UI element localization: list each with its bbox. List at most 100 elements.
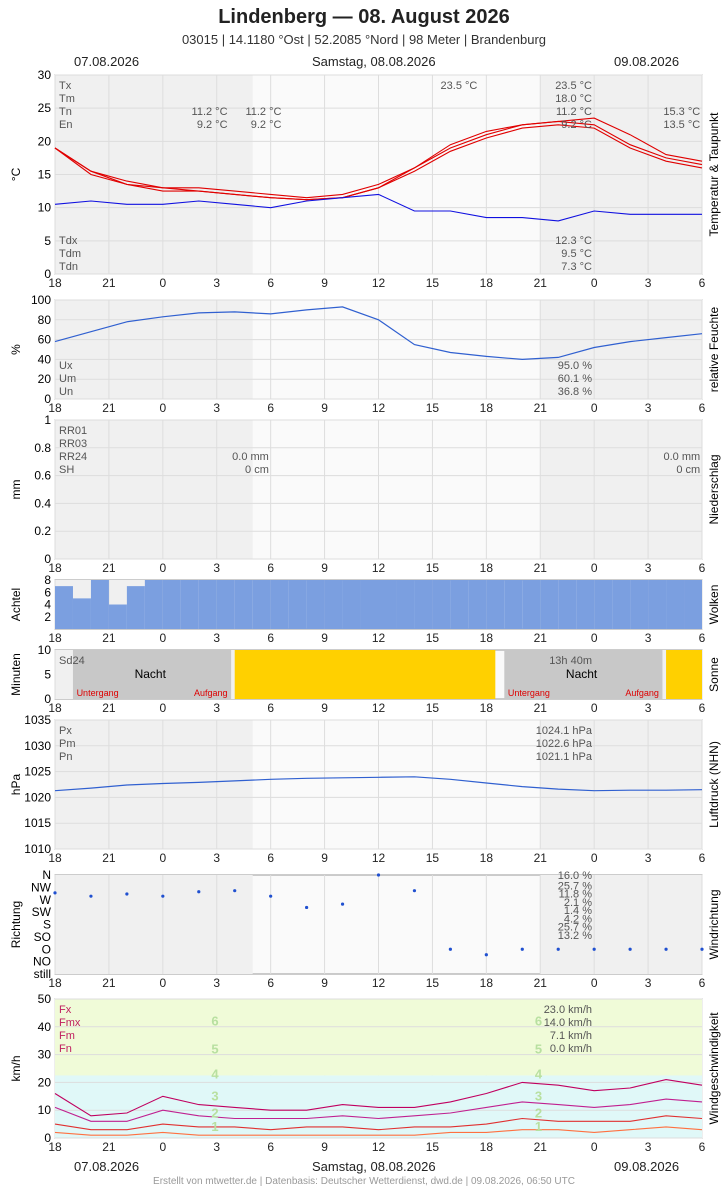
x-tick-label: 9 xyxy=(321,851,328,865)
press-legend-label: Pn xyxy=(59,751,72,763)
cloud-bar xyxy=(576,580,595,629)
date-right: 09.08.2026 xyxy=(614,54,680,69)
y-axis-label: Richtung xyxy=(9,901,23,948)
x-tick-label: 0 xyxy=(159,561,166,575)
x-tick-label: 12 xyxy=(372,401,386,415)
x-tick-label: 15 xyxy=(426,631,440,645)
x-tick-label: 12 xyxy=(372,276,386,290)
side-label: Temperatur & Taupunkt xyxy=(707,112,721,237)
dir-share: 4.2 % xyxy=(564,913,592,925)
y-tick-label: 10 xyxy=(38,1103,52,1117)
x-tick-label: 3 xyxy=(645,851,652,865)
cloud-bar xyxy=(414,580,433,629)
x-tick-label: 0 xyxy=(159,631,166,645)
y-axis-label: °C xyxy=(9,167,23,181)
cloud-bar xyxy=(180,580,199,629)
y-tick-label: 40 xyxy=(38,1020,52,1034)
x-tick-label: 3 xyxy=(213,976,220,990)
press-legend-value: 1021.1 hPa xyxy=(536,751,593,763)
night-shade-2-0 xyxy=(55,420,253,559)
dir-tick-label: S xyxy=(43,918,51,932)
sun-event-label: Untergang xyxy=(508,688,550,698)
cloud-bar xyxy=(648,580,667,629)
dir-tick-label: still xyxy=(34,967,51,981)
x-tick-label: 18 xyxy=(48,976,62,990)
y-tick-label: 1010 xyxy=(24,842,51,856)
bft-label: 6 xyxy=(535,1014,542,1029)
y-axis-label: mm xyxy=(9,480,23,500)
cloud-bar xyxy=(594,580,613,629)
wind-legend-value: 7.1 km/h xyxy=(550,1030,592,1042)
side-label: Windrichtung xyxy=(707,889,721,959)
x-tick-label: 21 xyxy=(102,701,116,715)
dew-legend-label: Tdn xyxy=(59,261,78,273)
bft-label: 2 xyxy=(535,1105,542,1120)
y-tick-label: 20 xyxy=(38,372,52,386)
x-tick-label: 18 xyxy=(480,851,494,865)
x-tick-label: 12 xyxy=(372,631,386,645)
x-tick-label: 21 xyxy=(534,851,548,865)
x-tick-label: 6 xyxy=(267,561,274,575)
cloud-bar xyxy=(216,580,235,629)
night-shade-1-1 xyxy=(540,300,702,399)
x-tick-label: 12 xyxy=(372,1140,386,1154)
precip-legend-label: RR01 xyxy=(59,425,87,437)
dew-legend-value: 12.3 °C xyxy=(555,235,592,247)
bft-label: 4 xyxy=(211,1066,219,1081)
bft-label: 1 xyxy=(211,1119,218,1134)
x-tick-label: 3 xyxy=(645,701,652,715)
dir-point xyxy=(89,894,93,898)
x-tick-label: 3 xyxy=(213,631,220,645)
bft-label: 5 xyxy=(535,1041,542,1056)
y-tick-label: 0.4 xyxy=(34,496,51,510)
cloud-bar xyxy=(72,598,91,629)
side-label: Niederschlag xyxy=(707,454,721,524)
sun-legend-label: Sd24 xyxy=(59,655,85,667)
dir-tick-label: NW xyxy=(31,880,52,894)
temp-legend-label: En xyxy=(59,119,72,131)
dir-share: 2.1 % xyxy=(564,897,592,909)
temp-legend-value: 23.5 °C xyxy=(555,80,592,92)
series-fmx xyxy=(54,1098,703,1122)
cloud-bar xyxy=(558,580,577,629)
x-tick-label: 6 xyxy=(699,401,706,415)
x-tick-label: 0 xyxy=(159,976,166,990)
temp-annotation: 9.2 °C xyxy=(197,119,228,131)
date-left: 07.08.2026 xyxy=(74,54,140,69)
x-tick-label: 9 xyxy=(321,701,328,715)
bft-label: 3 xyxy=(211,1089,218,1104)
side-label: relative Feuchte xyxy=(707,306,721,392)
temp-legend-label: Tn xyxy=(59,106,72,118)
x-tick-label: 18 xyxy=(48,401,62,415)
sun-event-label: Aufgang xyxy=(625,688,659,698)
dir-share: 25.7 % xyxy=(558,880,592,892)
wind-legend-label: Fn xyxy=(59,1043,72,1055)
y-tick-label: 80 xyxy=(38,313,52,327)
x-tick-label: 6 xyxy=(699,276,706,290)
x-tick-label: 3 xyxy=(645,276,652,290)
y-tick-label: 100 xyxy=(31,293,51,307)
wind-legend-label: Fx xyxy=(59,1004,72,1016)
dir-point xyxy=(520,947,524,951)
dew-legend-value: 9.5 °C xyxy=(561,248,592,260)
x-tick-label: 21 xyxy=(534,631,548,645)
y-axis-label: km/h xyxy=(9,1055,23,1081)
sun-block-2 xyxy=(666,650,702,699)
series-tdm xyxy=(54,193,702,222)
y-tick-label: 1015 xyxy=(24,816,51,830)
cloud-bar xyxy=(378,580,397,629)
x-tick-label: 6 xyxy=(267,631,274,645)
x-tick-label: 3 xyxy=(645,976,652,990)
x-tick-label: 21 xyxy=(102,976,116,990)
wind-legend-value: 14.0 km/h xyxy=(544,1017,592,1029)
x-tick-label: 0 xyxy=(159,1140,166,1154)
x-tick-label: 15 xyxy=(426,276,440,290)
x-tick-label: 9 xyxy=(321,276,328,290)
dir-point xyxy=(556,947,560,951)
x-tick-label: 9 xyxy=(321,401,328,415)
dir-point xyxy=(376,873,381,877)
cloud-bar xyxy=(504,580,523,629)
y-tick-label: 1020 xyxy=(24,790,51,804)
y-tick-label: 10 xyxy=(38,201,52,215)
temp-annotation: 11.2 °C xyxy=(245,106,281,118)
